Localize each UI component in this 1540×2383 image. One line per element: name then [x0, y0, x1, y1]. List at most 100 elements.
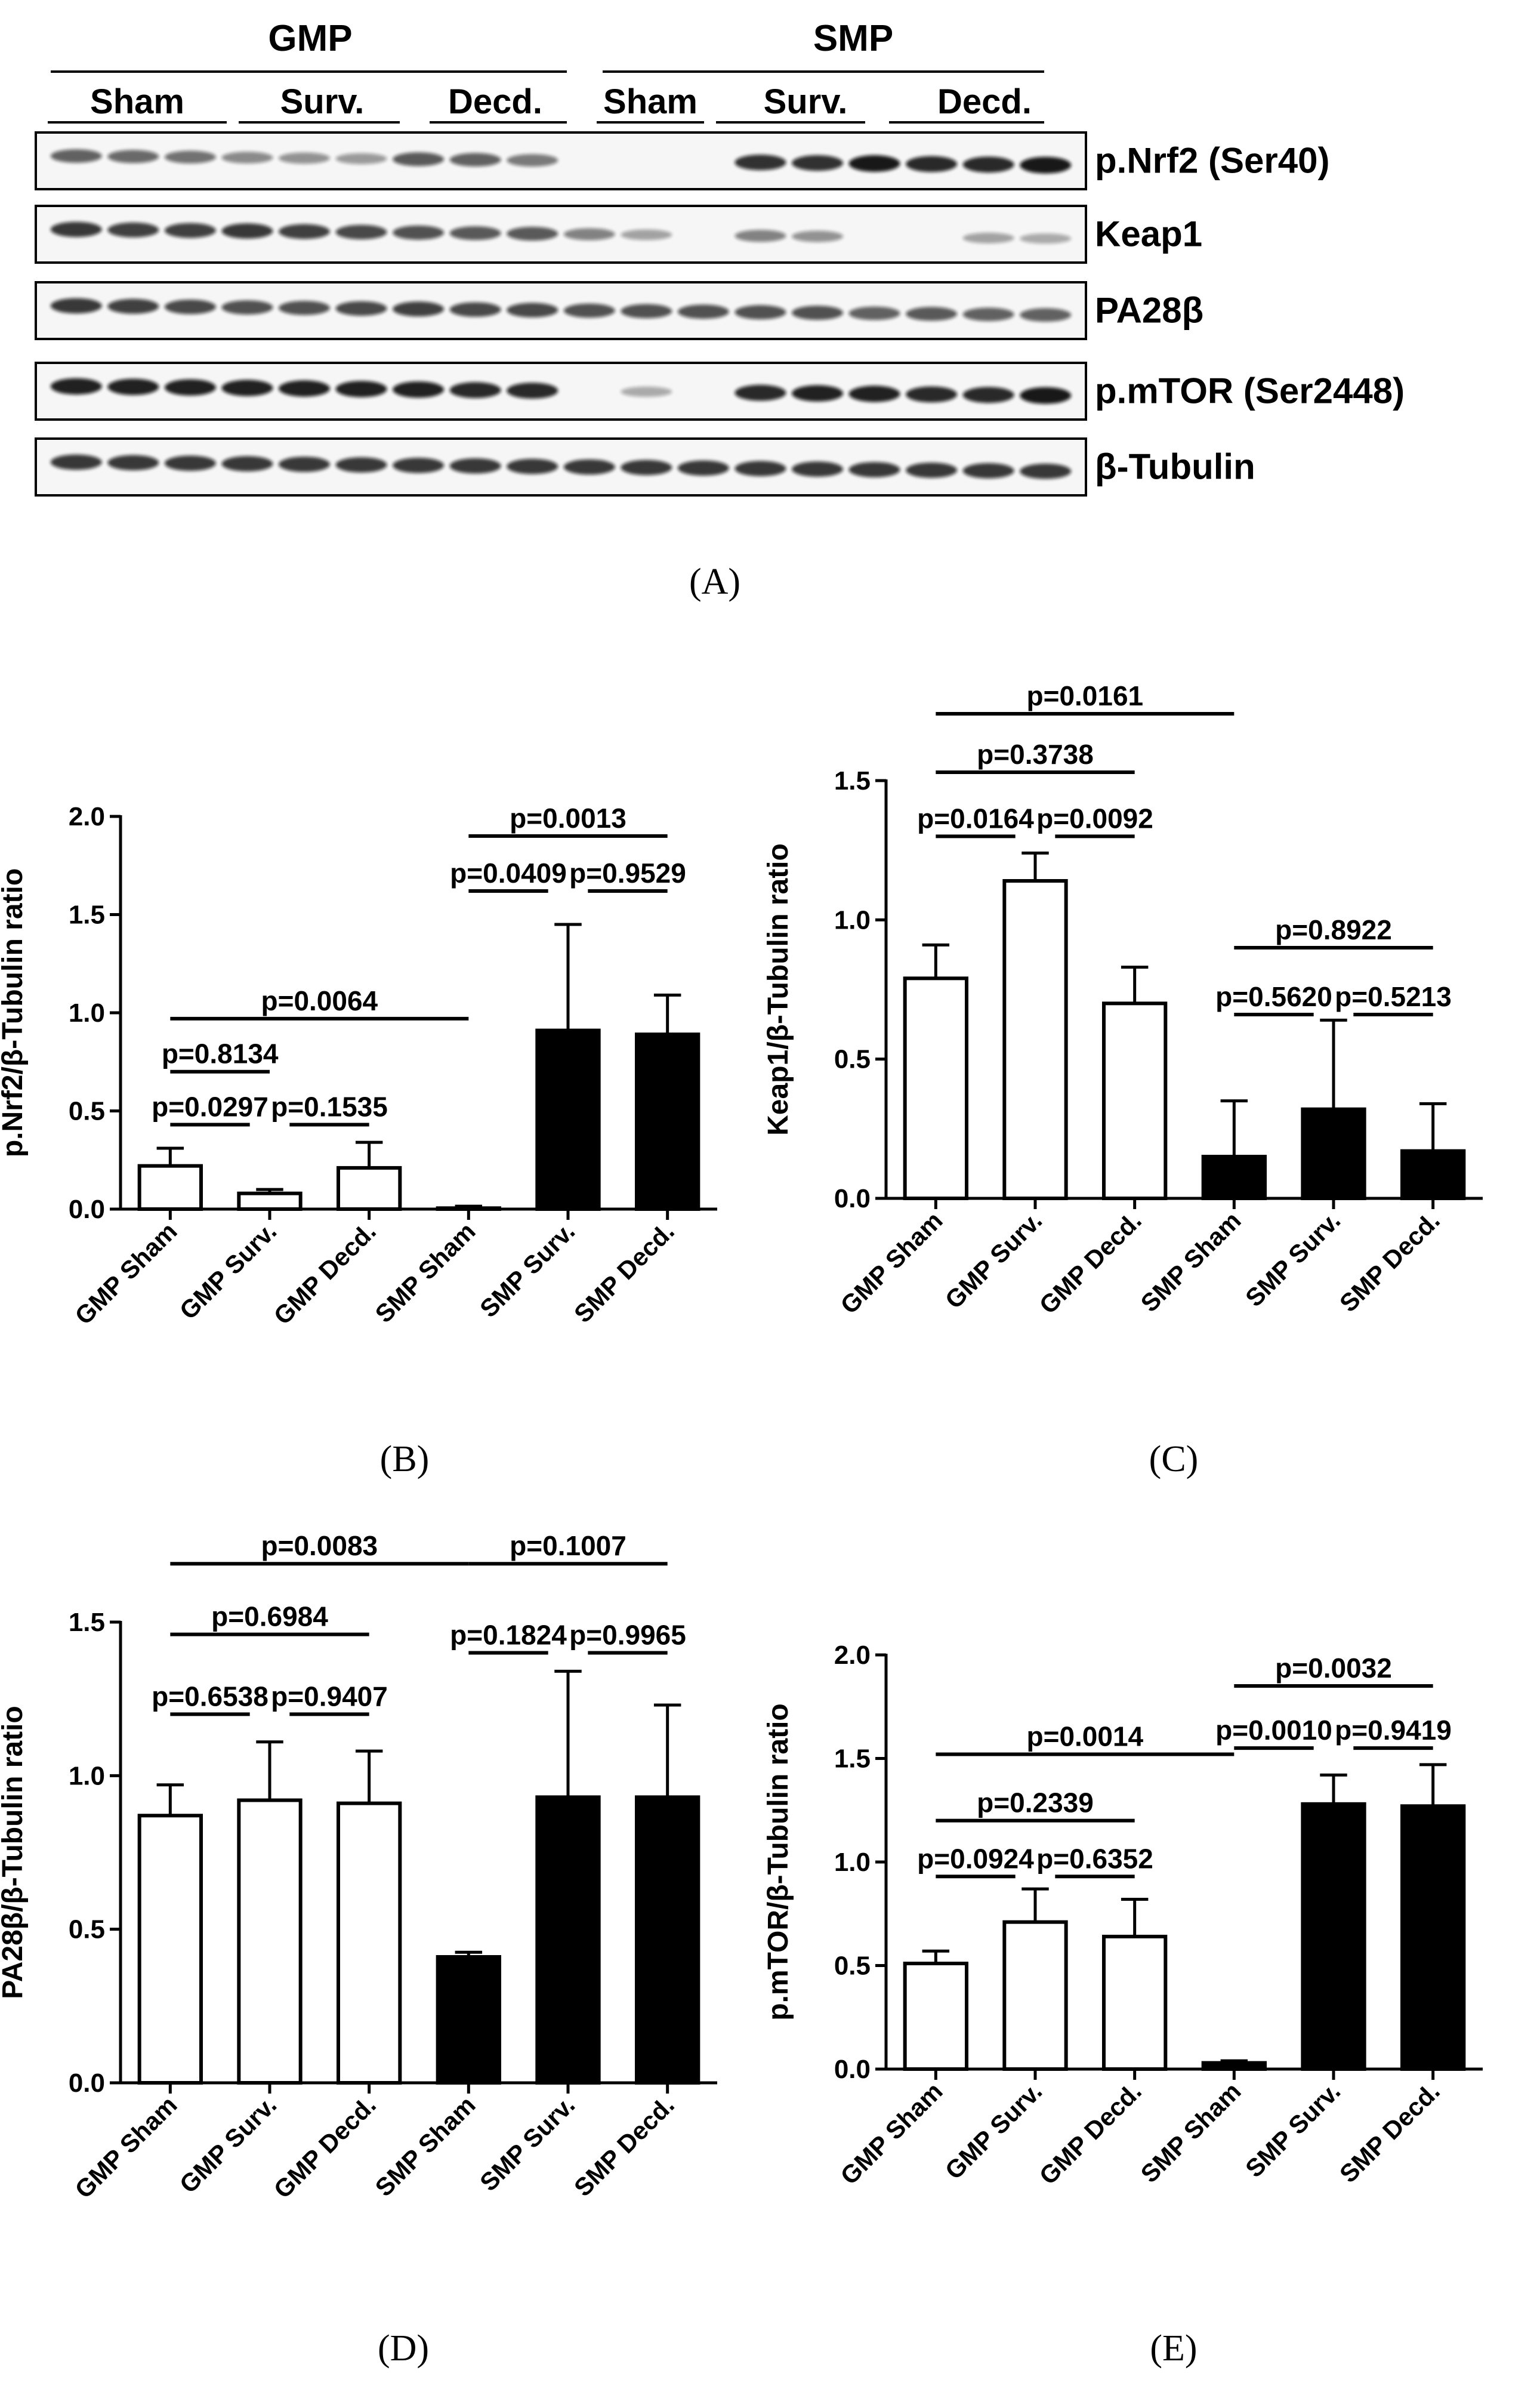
x-tick-label: SMP Sham	[370, 1217, 481, 1328]
y-tick-label: 0.5	[834, 1952, 871, 1981]
x-tick-label: SMP Surv.	[1240, 2077, 1345, 2182]
p-value-label: p=0.8134	[162, 1038, 279, 1069]
blot-band	[279, 457, 330, 472]
blot-band	[449, 382, 501, 399]
group-header-gmp: GMP	[268, 18, 352, 59]
y-axis-label: Keap1/β-Tubulin ratio	[763, 843, 794, 1136]
blot-band	[507, 383, 558, 399]
x-tick-label: SMP Surv.	[1240, 1206, 1345, 1312]
blot-band	[335, 457, 387, 473]
blot-band	[107, 222, 159, 238]
blot-row: PA28β	[35, 281, 1203, 340]
p-value-label: p=0.0409	[450, 858, 567, 889]
blot-band	[279, 152, 330, 164]
p-value-label: p=0.8922	[1275, 914, 1392, 945]
bar	[535, 1795, 601, 2085]
p-value-label: p=0.0164	[917, 803, 1034, 834]
blot-band	[906, 386, 958, 403]
blot-band	[164, 150, 216, 164]
bar	[903, 1962, 968, 2071]
y-tick-label: 0.0	[834, 2055, 871, 2084]
panel-label-c: (C)	[1149, 1439, 1199, 1479]
blot-band	[792, 385, 843, 402]
blot-band	[906, 156, 958, 172]
x-tick-label: SMP Sham	[1135, 1206, 1246, 1317]
blot-band	[906, 307, 958, 321]
blot-band	[221, 300, 273, 315]
bar	[903, 976, 968, 1201]
blot-band	[50, 454, 102, 470]
subgroup-label: Decd.	[448, 82, 542, 121]
blot-band	[393, 458, 445, 473]
blot-band	[507, 303, 558, 317]
blot-band	[962, 307, 1014, 322]
subgroup-label: Sham	[90, 82, 184, 121]
blot-band	[164, 223, 216, 238]
x-tick-label: SMP Decd.	[1334, 2077, 1445, 2188]
blot-band	[449, 226, 501, 241]
p-value-label: p=0.0013	[510, 803, 627, 834]
y-tick-label: 0.5	[69, 1097, 105, 1126]
blot-band	[792, 461, 843, 477]
blot-row-label: Keap1	[1095, 214, 1202, 254]
chart-c: 0.0 0.5 1.0 1.5 Keap1/β-Tubulin ratio GMP Sha…	[763, 680, 1483, 1320]
x-tick-label: GMP Surv.	[174, 2091, 282, 2199]
bar	[337, 1166, 402, 1211]
x-tick-label: GMP Sham	[835, 2077, 948, 2190]
x-tick-label: GMP Surv.	[940, 2077, 1048, 2185]
bar	[137, 1814, 203, 2085]
blot-band	[279, 224, 330, 239]
blot-band	[1020, 387, 1072, 404]
blot-row-label: β-Tubulin	[1095, 447, 1255, 487]
x-tick-label: GMP Decd.	[269, 1217, 381, 1330]
blot-band	[1020, 156, 1072, 174]
blot-band	[848, 306, 900, 320]
chart-e: 0.0 0.5 1.0 1.5 2.0 p.mTOR/β-Tubulin ratio GMP…	[763, 1641, 1483, 2190]
blot-band	[449, 302, 501, 317]
panel-label-d: (D)	[378, 2328, 429, 2369]
blot-band	[677, 304, 729, 319]
x-tick-label: SMP Surv.	[474, 2091, 580, 2196]
y-tick-label: 0.0	[69, 1195, 105, 1224]
x-tick-label: GMP Sham	[69, 2091, 182, 2203]
blot-row: p.Nrf2 (Ser40)	[35, 131, 1329, 190]
y-tick-label: 1.0	[69, 998, 105, 1028]
blot-row: Keap1	[35, 205, 1202, 264]
blot-band	[734, 305, 786, 320]
blot-band	[393, 152, 445, 167]
bar	[1301, 1802, 1366, 2071]
p-value-label: p=0.0083	[261, 1530, 378, 1561]
y-axis-label: p.Nrf2/β-Tubulin ratio	[0, 868, 29, 1157]
bar	[1002, 879, 1068, 1200]
blot-row-label: p.mTOR (Ser2448)	[1095, 371, 1405, 411]
blot-band	[848, 386, 900, 402]
blot-band	[792, 230, 843, 242]
p-value-label: p=0.1007	[510, 1530, 627, 1561]
p-value-label: p=0.1824	[450, 1619, 567, 1650]
p-value-label: p=0.6538	[152, 1681, 269, 1712]
blot-band	[279, 380, 330, 397]
blot-band	[221, 223, 273, 239]
blot-band	[393, 225, 445, 240]
blot-band	[107, 150, 159, 164]
p-value-label: p=0.0014	[1026, 1721, 1143, 1752]
y-tick-label: 1.0	[69, 1761, 105, 1790]
blot-band	[335, 381, 387, 397]
p-value-label: p=0.5620	[1215, 981, 1332, 1012]
y-tick-label: 0.5	[69, 1915, 105, 1944]
p-value-label: p=0.6352	[1036, 1843, 1153, 1874]
x-tick-label: SMP Decd.	[569, 2091, 680, 2202]
blot-band	[962, 463, 1014, 479]
blot-band	[279, 301, 330, 315]
x-tick-label: SMP Surv.	[474, 1217, 580, 1322]
blot-band	[221, 380, 273, 396]
bar	[237, 1798, 303, 2085]
blot-band	[107, 298, 159, 314]
blot-band	[507, 154, 558, 167]
p-value-label: p=0.0924	[917, 1843, 1034, 1874]
blot-band	[50, 221, 102, 238]
y-tick-label: 1.5	[834, 1744, 871, 1774]
blot-band	[393, 381, 445, 398]
blot-band	[335, 301, 387, 316]
bar	[237, 1191, 303, 1211]
